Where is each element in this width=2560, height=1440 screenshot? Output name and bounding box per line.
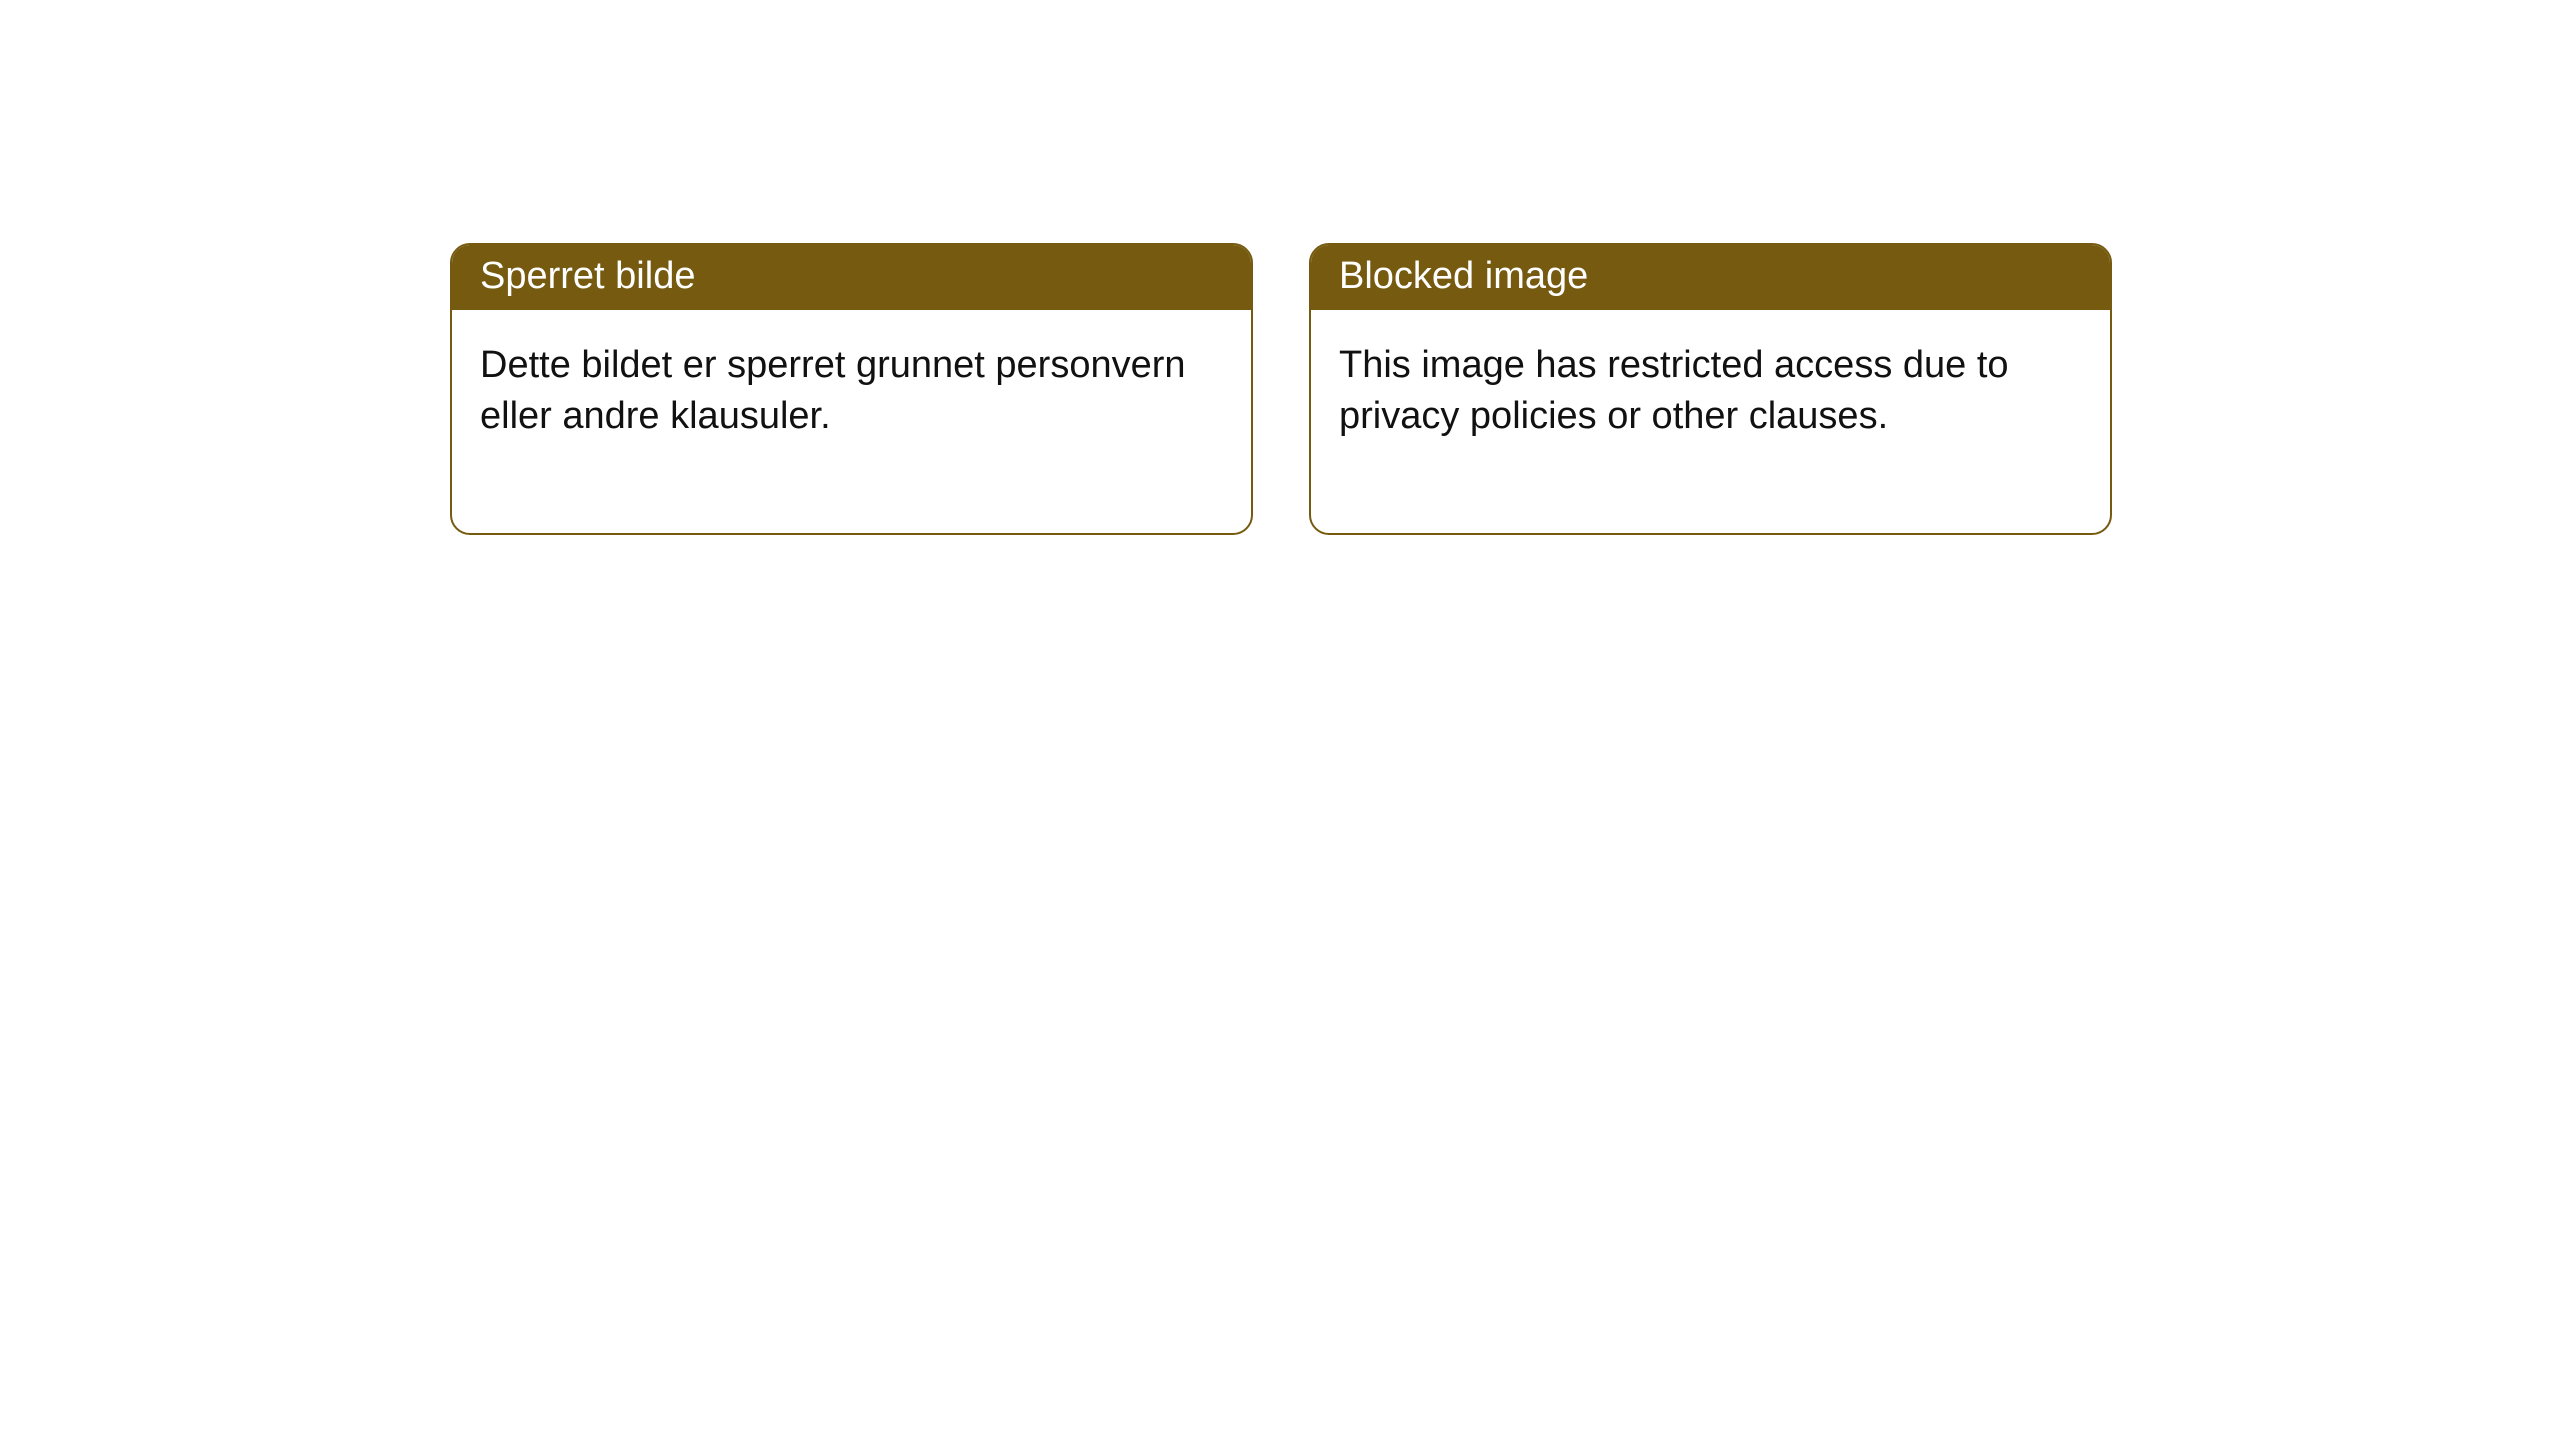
notice-body: This image has restricted access due to … (1311, 310, 2110, 533)
notice-title: Blocked image (1311, 245, 2110, 310)
notice-card-no: Sperret bilde Dette bildet er sperret gr… (450, 243, 1253, 535)
notice-title: Sperret bilde (452, 245, 1251, 310)
notice-body: Dette bildet er sperret grunnet personve… (452, 310, 1251, 533)
notice-card-en: Blocked image This image has restricted … (1309, 243, 2112, 535)
notice-container: Sperret bilde Dette bildet er sperret gr… (0, 0, 2560, 535)
